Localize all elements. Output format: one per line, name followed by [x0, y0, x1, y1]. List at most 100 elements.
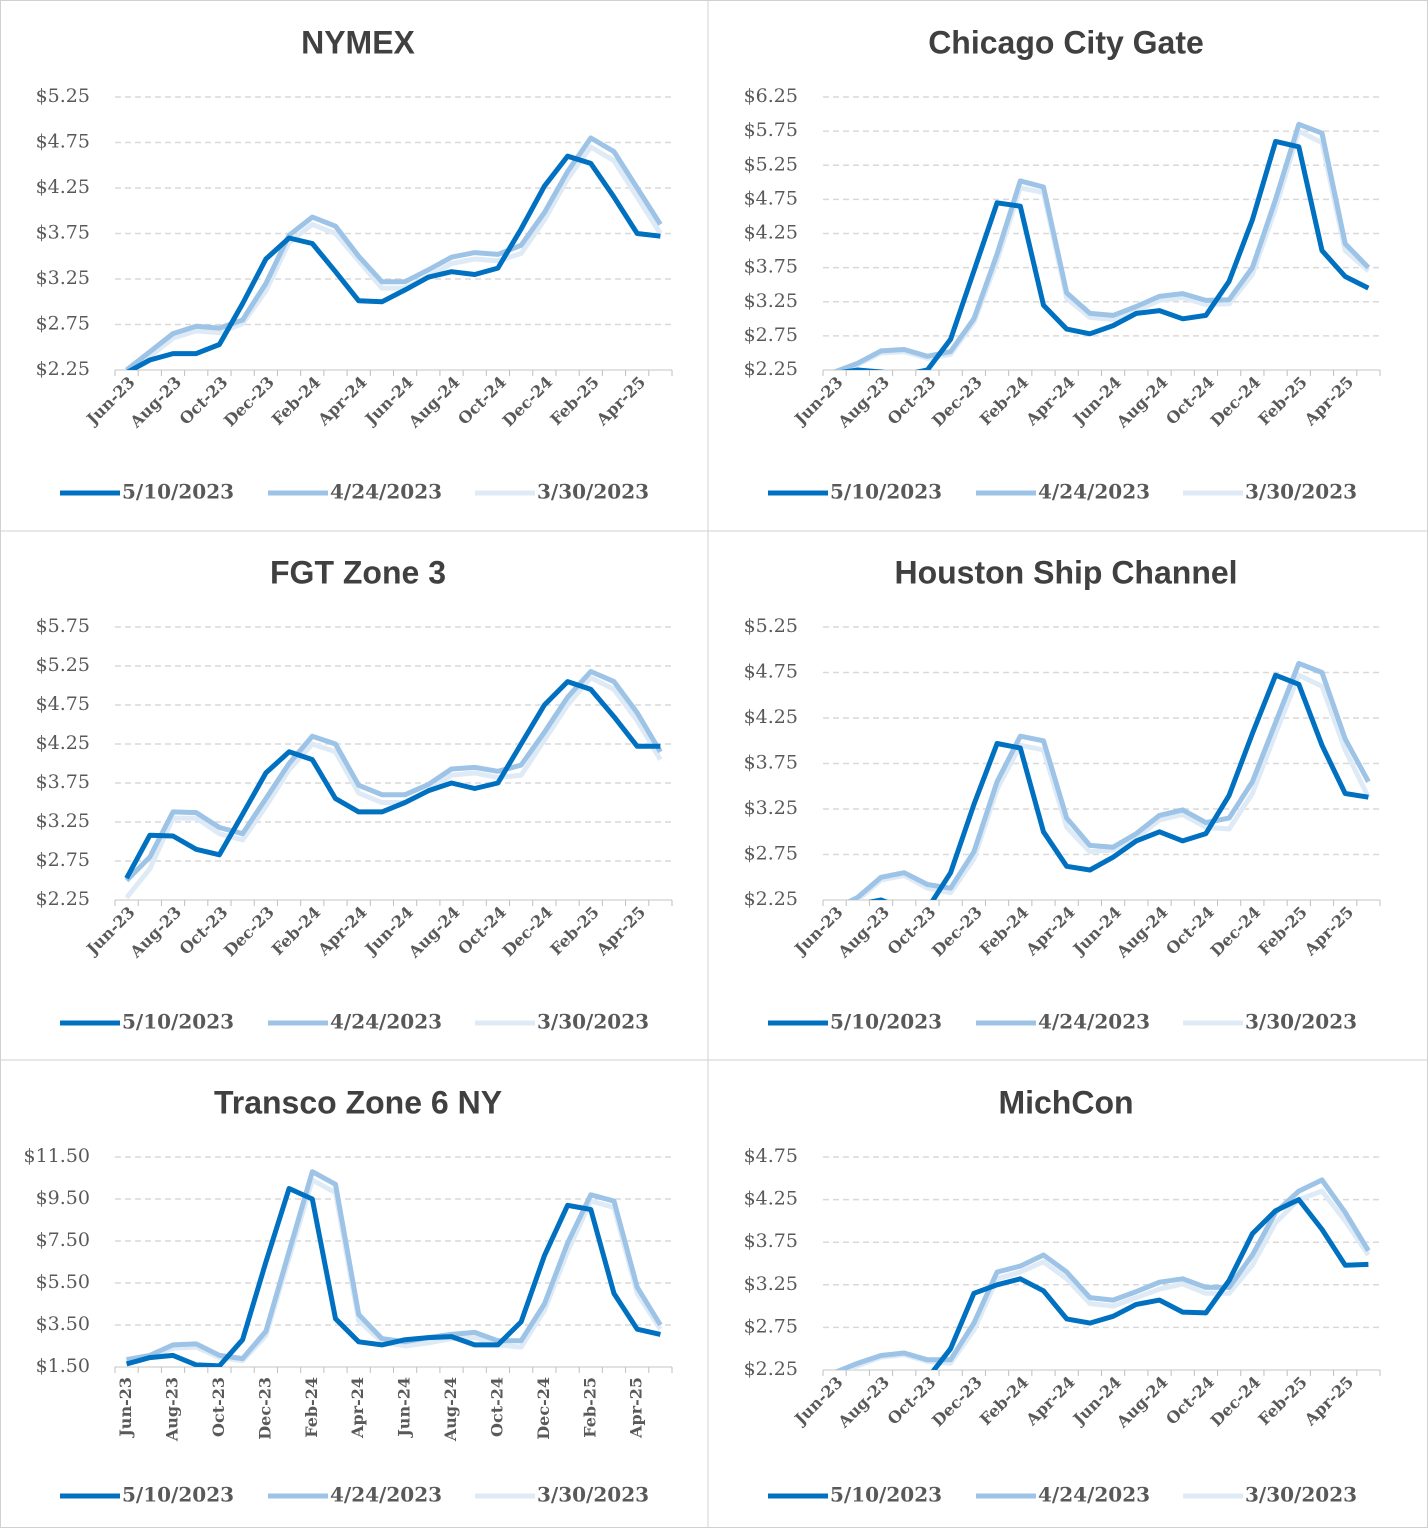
chart-panel: FGT Zone 3 $2.25 $2.75 $3.25 $3.75 $4.25 $4.75… — [36, 554, 673, 1034]
legend-label: 5/10/2023 — [122, 1483, 234, 1507]
plot-lines — [834, 1177, 1371, 1370]
x-tick-label: Apr-25 — [592, 903, 649, 960]
y-tick-label: $4.75 — [744, 187, 798, 209]
y-tick-label: $6.25 — [744, 85, 798, 107]
y-tick-label: $3.25 — [36, 810, 90, 832]
x-tick-label: Feb-24 — [268, 903, 324, 959]
series-line — [846, 660, 1371, 900]
y-tick-label: $2.25 — [744, 1358, 798, 1380]
series-line — [868, 672, 1369, 900]
y-tick-label: $3.25 — [36, 267, 90, 289]
legend-label: 5/10/2023 — [122, 1010, 234, 1034]
plot-lines — [833, 121, 1371, 370]
series-line — [930, 1197, 1369, 1370]
legend-label: 3/30/2023 — [1245, 480, 1357, 504]
y-tick-label: $11.50 — [24, 1145, 90, 1167]
series-line — [124, 669, 663, 883]
y-tick-label: $4.25 — [36, 732, 90, 754]
y-tick-label: $5.25 — [744, 615, 798, 637]
x-tick-label: Jun-23 — [116, 1377, 135, 1439]
y-tick-label: $4.25 — [744, 1188, 798, 1210]
x-tick-label: Dec-24 — [1207, 373, 1265, 431]
legend-label: 3/30/2023 — [537, 1010, 649, 1034]
y-tick-label: $2.25 — [36, 358, 90, 380]
x-tick-label: Apr-24 — [313, 903, 370, 960]
y-tick-label: $9.50 — [36, 1187, 90, 1209]
y-tick-label: $5.25 — [36, 654, 90, 676]
y-tick-label: $4.25 — [744, 222, 798, 244]
series-line — [125, 135, 663, 370]
x-tick-label: Dec-23 — [255, 1377, 274, 1440]
x-tick-label: Feb-24 — [268, 373, 324, 429]
legend-label: 4/24/2023 — [330, 1483, 442, 1507]
legend-label: 4/24/2023 — [330, 1010, 442, 1034]
legend-label: 5/10/2023 — [122, 480, 234, 504]
x-tick-label: Aug-24 — [404, 373, 463, 432]
legend-label: 4/24/2023 — [330, 480, 442, 504]
x-tick-label: Dec-23 — [928, 1373, 986, 1431]
series-line — [124, 679, 661, 880]
x-tick-label: Aug-23 — [126, 373, 185, 432]
series-line — [125, 1186, 661, 1367]
legend-label: 3/30/2023 — [1245, 1483, 1357, 1507]
y-tick-label: $5.75 — [744, 119, 798, 141]
y-tick-label: $3.75 — [36, 771, 90, 793]
plot-lines — [125, 135, 663, 370]
x-tick-label: Aug-24 — [441, 1377, 460, 1442]
y-tick-label: $3.25 — [744, 290, 798, 312]
x-tick-label: Apr-24 — [348, 1377, 367, 1439]
chart-panel: Houston Ship Channel $2.25 $2.75 $3.25 $3.75… — [744, 554, 1381, 1034]
plot-lines — [125, 1169, 663, 1367]
y-tick-label: $2.25 — [744, 888, 798, 910]
x-tick-label: Oct-24 — [487, 1377, 506, 1437]
y-tick-label: $4.75 — [744, 661, 798, 683]
y-tick-label: $7.50 — [36, 1229, 90, 1251]
legend-label: 4/24/2023 — [1038, 480, 1150, 504]
series-line — [840, 138, 1370, 370]
x-tick-label: Dec-23 — [220, 903, 278, 961]
y-tick-label: $4.75 — [36, 131, 90, 153]
x-tick-label: Feb-24 — [976, 903, 1032, 959]
x-tick-label: Aug-24 — [404, 903, 463, 962]
x-tick-label: Apr-25 — [1300, 903, 1357, 960]
x-tick-label: Aug-23 — [834, 903, 893, 962]
x-tick-label: Aug-23 — [834, 1373, 893, 1432]
x-tick-label: Feb-25 — [546, 373, 602, 429]
y-tick-label: $2.75 — [744, 324, 798, 346]
x-tick-label: Dec-24 — [499, 903, 557, 961]
x-tick-label: Dec-24 — [1207, 1373, 1265, 1431]
chart-panel: MichCon$2.25$2.75$3.25$3.75$4.25$4.75Jun… — [744, 1084, 1381, 1507]
x-tick-label: Aug-23 — [834, 373, 893, 432]
y-tick-label: $2.75 — [36, 849, 90, 871]
x-tick-label: Apr-24 — [1021, 1373, 1078, 1430]
x-tick-label: Dec-23 — [220, 373, 278, 431]
y-tick-label: $4.25 — [36, 176, 90, 198]
series-line — [839, 1188, 1371, 1370]
x-tick-label: Dec-23 — [928, 903, 986, 961]
y-tick-label: $3.75 — [744, 752, 798, 774]
x-tick-label: Aug-23 — [163, 1377, 182, 1442]
y-tick-label: $2.75 — [744, 1315, 798, 1337]
y-tick-label: $2.75 — [36, 313, 90, 335]
x-tick-label: Dec-24 — [534, 1377, 553, 1440]
chart-panel: Transco Zone 6 NY $1.50 $3.50 $5.50 $7.50 $9.… — [24, 1084, 673, 1507]
legend-label: 5/10/2023 — [830, 480, 942, 504]
x-tick-label: Aug-23 — [126, 903, 185, 962]
chart-title: MichCon — [998, 1084, 1133, 1120]
x-tick-label: Apr-24 — [1021, 373, 1078, 430]
y-tick-label: $2.75 — [744, 843, 798, 865]
y-tick-label: $2.25 — [36, 888, 90, 910]
y-tick-label: $3.75 — [744, 1230, 798, 1252]
series-line — [126, 153, 661, 370]
x-tick-label: Dec-23 — [928, 373, 986, 431]
x-tick-label: Aug-24 — [1112, 373, 1171, 432]
chart-panel: Chicago City Gate $2.25 $2.75 $3.25 $3.75 $4.… — [744, 24, 1381, 504]
x-tick-label: Apr-25 — [1300, 1373, 1357, 1430]
x-tick-label: Apr-24 — [313, 373, 370, 430]
y-tick-label: $4.75 — [744, 1145, 798, 1167]
series-line — [836, 128, 1371, 370]
x-tick-label: Feb-25 — [1254, 373, 1310, 429]
x-tick-label: Feb-25 — [1254, 1373, 1310, 1429]
x-tick-label: Apr-24 — [1021, 903, 1078, 960]
x-tick-label: Dec-24 — [1207, 903, 1265, 961]
